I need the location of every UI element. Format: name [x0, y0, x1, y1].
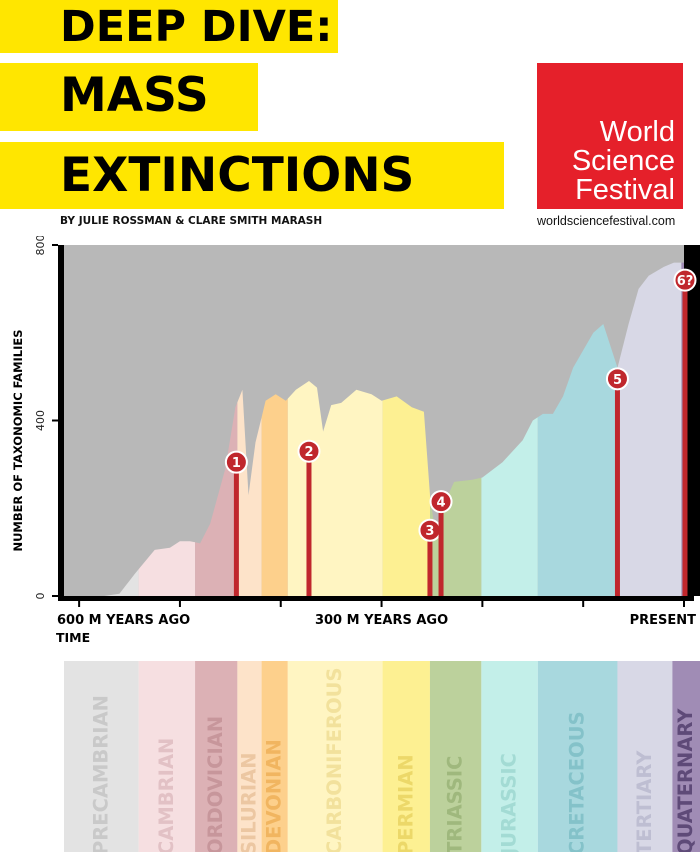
period-label-silurian: SILURIAN	[237, 752, 260, 852]
period-band-ordovician	[195, 661, 238, 852]
period-area-cambrian	[138, 541, 196, 596]
extinction-label-1: 1	[232, 456, 241, 471]
extinction-marker-6	[673, 268, 697, 292]
extinction-line-6	[682, 280, 688, 596]
period-label-carboniferous: CARBONIFEROUS	[323, 667, 346, 852]
mass-extinctions-chart: 0 400 800 NUMBER OF TAXONOMIC FAMILIES 600 M…	[11, 236, 700, 852]
extinction-marker-4	[429, 490, 453, 514]
period-label-jurassic: JURASSIC	[498, 753, 521, 852]
world-science-festival-logo: World Science Festival	[537, 63, 683, 209]
present-strip	[684, 245, 700, 596]
period-band-permian	[382, 661, 430, 852]
period-label-triassic: TRIASSIC	[444, 756, 467, 852]
logo-line-science: Science	[571, 145, 675, 177]
title-band-3	[0, 142, 504, 209]
x-tick-label-300: 300 M YEARS AGO	[315, 613, 448, 628]
logo-line-festival: Festival	[575, 174, 675, 206]
period-label-cretaceous: CRETACEOUS	[566, 711, 589, 852]
extinction-marker-2	[297, 439, 321, 463]
period-area-cretaceous	[537, 324, 618, 596]
extinction-line-5	[614, 378, 620, 596]
period-band-cretaceous	[537, 661, 618, 852]
y-axis-line	[58, 245, 64, 600]
title-line-1: DEEP DIVE:	[60, 2, 333, 52]
period-band-triassic	[429, 661, 482, 852]
period-label-permian: PERMIAN	[394, 754, 417, 852]
logo-line-world: World	[599, 116, 675, 148]
period-band-silurian	[237, 661, 262, 852]
period-area-silurian	[237, 389, 262, 596]
x-tick-label-600: 600 M YEARS AGO	[57, 613, 190, 628]
y-tick-label-800: 800	[34, 236, 47, 256]
period-label-quaternary: QUATERNARY	[674, 708, 697, 852]
title-band-1	[0, 0, 338, 53]
extinction-label-6: 6?	[677, 274, 694, 289]
period-label-ordovician: ORDOVICIAN	[204, 716, 227, 852]
period-band-devonian	[261, 661, 288, 852]
extinction-label-5: 5	[613, 373, 622, 388]
byline: BY JULIE ROSSMAN & CLARE SMITH MARASH	[60, 215, 323, 227]
period-area-precambrian	[64, 569, 139, 596]
y-tick-label-400: 400	[34, 410, 47, 431]
period-band-carboniferous	[287, 661, 383, 852]
title-line-2: MASS	[60, 68, 209, 123]
title-line-3: EXTINCTIONS	[60, 148, 415, 203]
period-area-devonian	[261, 394, 288, 596]
extinction-line-1	[233, 462, 239, 596]
website-link[interactable]: worldsciencefestival.com	[537, 214, 676, 228]
period-area-jurassic	[481, 417, 538, 596]
period-label-cambrian: CAMBRIAN	[155, 738, 178, 852]
extinction-label-3: 3	[425, 524, 434, 539]
x-tick-label-0: PRESENT	[630, 613, 697, 628]
period-band-jurassic	[481, 661, 538, 852]
extinction-line-4	[438, 501, 444, 596]
period-band-tertiary	[617, 661, 673, 852]
extinction-marker-5	[605, 367, 629, 391]
period-label-tertiary: TERTIARY	[633, 750, 656, 852]
period-area-ordovician	[195, 402, 238, 596]
title-band-2	[0, 63, 258, 131]
extinction-line-2	[306, 451, 312, 596]
extinction-label-2: 2	[304, 445, 313, 460]
period-label-devonian: DEVONIAN	[263, 739, 286, 852]
period-band-quaternary	[672, 661, 700, 852]
y-tick-label-0: 0	[34, 593, 47, 600]
period-area-carboniferous	[287, 381, 383, 596]
x-axis-line	[58, 596, 694, 601]
period-band-cambrian	[138, 661, 196, 852]
period-band-precambrian	[64, 661, 139, 852]
x-axis-title: TIME	[56, 630, 90, 645]
period-area-tertiary	[617, 262, 682, 596]
extinction-marker-1	[224, 450, 248, 474]
y-axis-title: NUMBER OF TAXONOMIC FAMILIES	[11, 329, 25, 551]
extinction-label-4: 4	[437, 496, 446, 511]
period-area-permian	[382, 396, 430, 596]
extinction-line-3	[427, 530, 433, 596]
period-label-precambrian: PRECAMBRIAN	[89, 695, 112, 852]
